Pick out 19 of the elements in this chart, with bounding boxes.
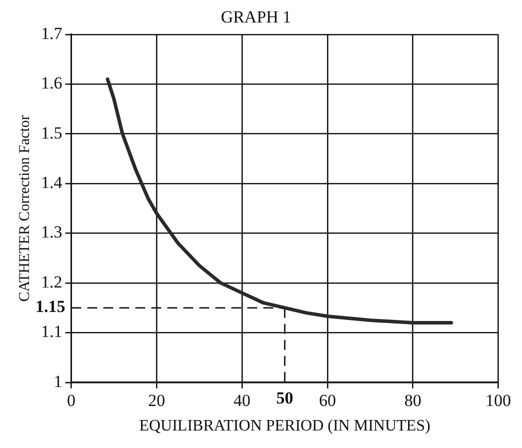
y-tick-label: 1.6 <box>41 74 62 93</box>
ref-line-label: 1.15 <box>36 297 66 316</box>
x-tick-label: 0 <box>67 391 76 410</box>
x-tick-label: 20 <box>148 391 166 410</box>
y-tick-label: 1 <box>54 372 62 391</box>
y-tick-label: 1.3 <box>41 222 62 242</box>
y-axis-title: CATHETER Correction Factor <box>16 115 33 302</box>
ref-line-label: 50 <box>276 388 294 408</box>
y-tick-label: 1.1 <box>41 322 62 342</box>
x-tick-label: 80 <box>404 391 422 410</box>
x-axis-title: EQUILIBRATION PERIOD (IN MINUTES) <box>139 418 430 435</box>
y-tick-label: 1.7 <box>41 24 63 43</box>
x-tick-label: 40 <box>234 391 251 410</box>
y-tick-label: 1.5 <box>41 123 62 142</box>
chart-title: GRAPH 1 <box>220 8 292 27</box>
x-tick-label: 60 <box>318 391 336 410</box>
y-tick-label: 1.2 <box>41 272 62 292</box>
y-tick-label: 1.4 <box>41 173 63 192</box>
x-tick-label: 100 <box>486 391 511 410</box>
